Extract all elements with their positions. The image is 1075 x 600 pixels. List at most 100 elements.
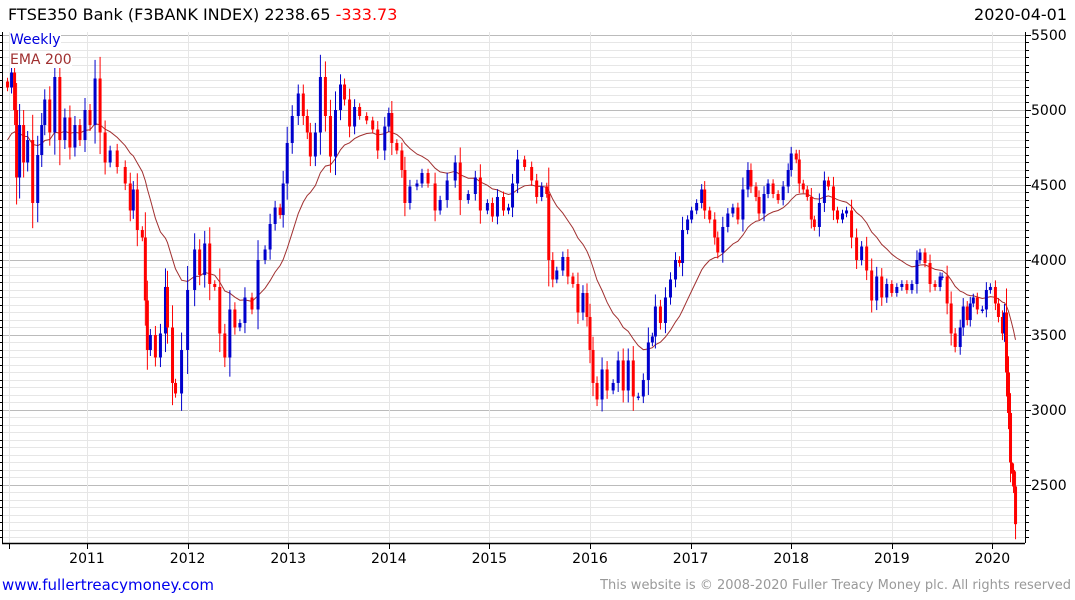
candle-up [695,202,699,211]
candle-down [547,193,551,260]
candle-up [841,213,845,220]
candle-down [213,283,217,287]
candle-down [797,159,801,184]
candle-down [348,99,352,127]
candle-down [400,150,404,170]
candle-down [208,243,212,284]
candle-down [870,270,874,301]
y-tick-label: 5500 [1031,28,1067,44]
candle-down [403,169,407,203]
candle-up [281,183,285,215]
candle-down [776,193,780,200]
candle-up [473,177,477,194]
candle-up [616,360,620,383]
x-tick-label: 2014 [371,551,407,567]
candle-down [855,237,859,260]
candle-down [571,276,575,284]
candle-up [641,379,645,397]
candle-up [971,297,975,304]
candle-up [555,270,559,280]
candle-down [98,78,102,133]
candle-down [128,183,132,211]
candle-up [43,99,47,125]
candle-down [1010,462,1014,470]
candle-down [68,117,72,148]
candle-up [984,289,988,310]
candle-down [88,109,92,125]
candle-up [26,139,30,163]
candle-up [650,336,654,343]
y-tick-label: 2500 [1031,478,1067,494]
candle-up [686,219,690,230]
candle-down [736,207,740,220]
candle-up [910,283,914,290]
candle-down [605,369,609,391]
candle-down [426,172,430,184]
candle-up [681,229,685,263]
y-tick-label: 4500 [1031,178,1067,194]
site-link[interactable]: www.fullertreacymoney.com [2,576,215,594]
candle-down [576,283,580,313]
candle-down [703,189,707,211]
candle-up [263,249,267,260]
candle-up [766,183,770,194]
candle-down [6,81,10,88]
candle-down [223,333,227,358]
copyright: This website is © 2008-2020 Fuller Treac… [600,578,1071,593]
candle-down [218,286,222,334]
candle-down [713,219,717,238]
x-tick-label: 2020 [975,551,1011,567]
gridlines [2,32,1025,543]
candle-up [915,259,919,284]
candle-down [115,150,119,167]
candle-down [812,219,816,227]
instrument-name: FTSE350 Bank (F3BANK INDEX) [8,5,260,24]
candle-down [390,112,394,143]
x-tick-label: 2018 [773,551,809,567]
candle-down [145,300,149,350]
candle-up [762,193,766,214]
candle-up [789,153,793,170]
candles [6,51,1018,540]
candle-down [905,283,909,290]
candle-down [1004,312,1008,373]
candle-down [826,180,830,187]
candle-up [700,189,704,203]
candle-up [540,186,544,197]
ema-200-line [7,123,1016,351]
candle-down [433,183,437,211]
candle-up [958,327,962,347]
candle-up [158,333,162,358]
candle-down [585,292,589,317]
candle-down [31,139,35,203]
candle-down [78,124,82,140]
candle-up [961,306,965,328]
candle-down [588,316,592,350]
chart-date: 2020-04-01 [974,5,1067,24]
candle-up [817,202,821,227]
candle-up [420,172,424,184]
candle-up [408,186,412,203]
candle-down [140,229,144,238]
candle-up [646,342,650,380]
candle-down [365,115,369,121]
candle-up [186,289,190,350]
axes: 2500 3000 3500 4000 4500 5000 5500 2011 2012 2013… [0,28,1067,567]
candle-up [726,213,730,227]
candle-up [786,169,790,187]
candle-up [860,246,864,260]
x-tick-label: 2016 [572,551,608,567]
candle-up [918,252,922,260]
candle-down [801,183,805,190]
candle-down [805,189,809,197]
candle-up [333,109,337,157]
legend-ema: EMA 200 [10,52,72,68]
candle-down [621,360,625,391]
candle-up [516,159,520,184]
candle-down [1012,469,1016,487]
candle-up [387,112,391,127]
candle-down [143,237,147,301]
candle-down [458,162,462,200]
candle-up [731,207,735,214]
candle-down [523,159,527,167]
